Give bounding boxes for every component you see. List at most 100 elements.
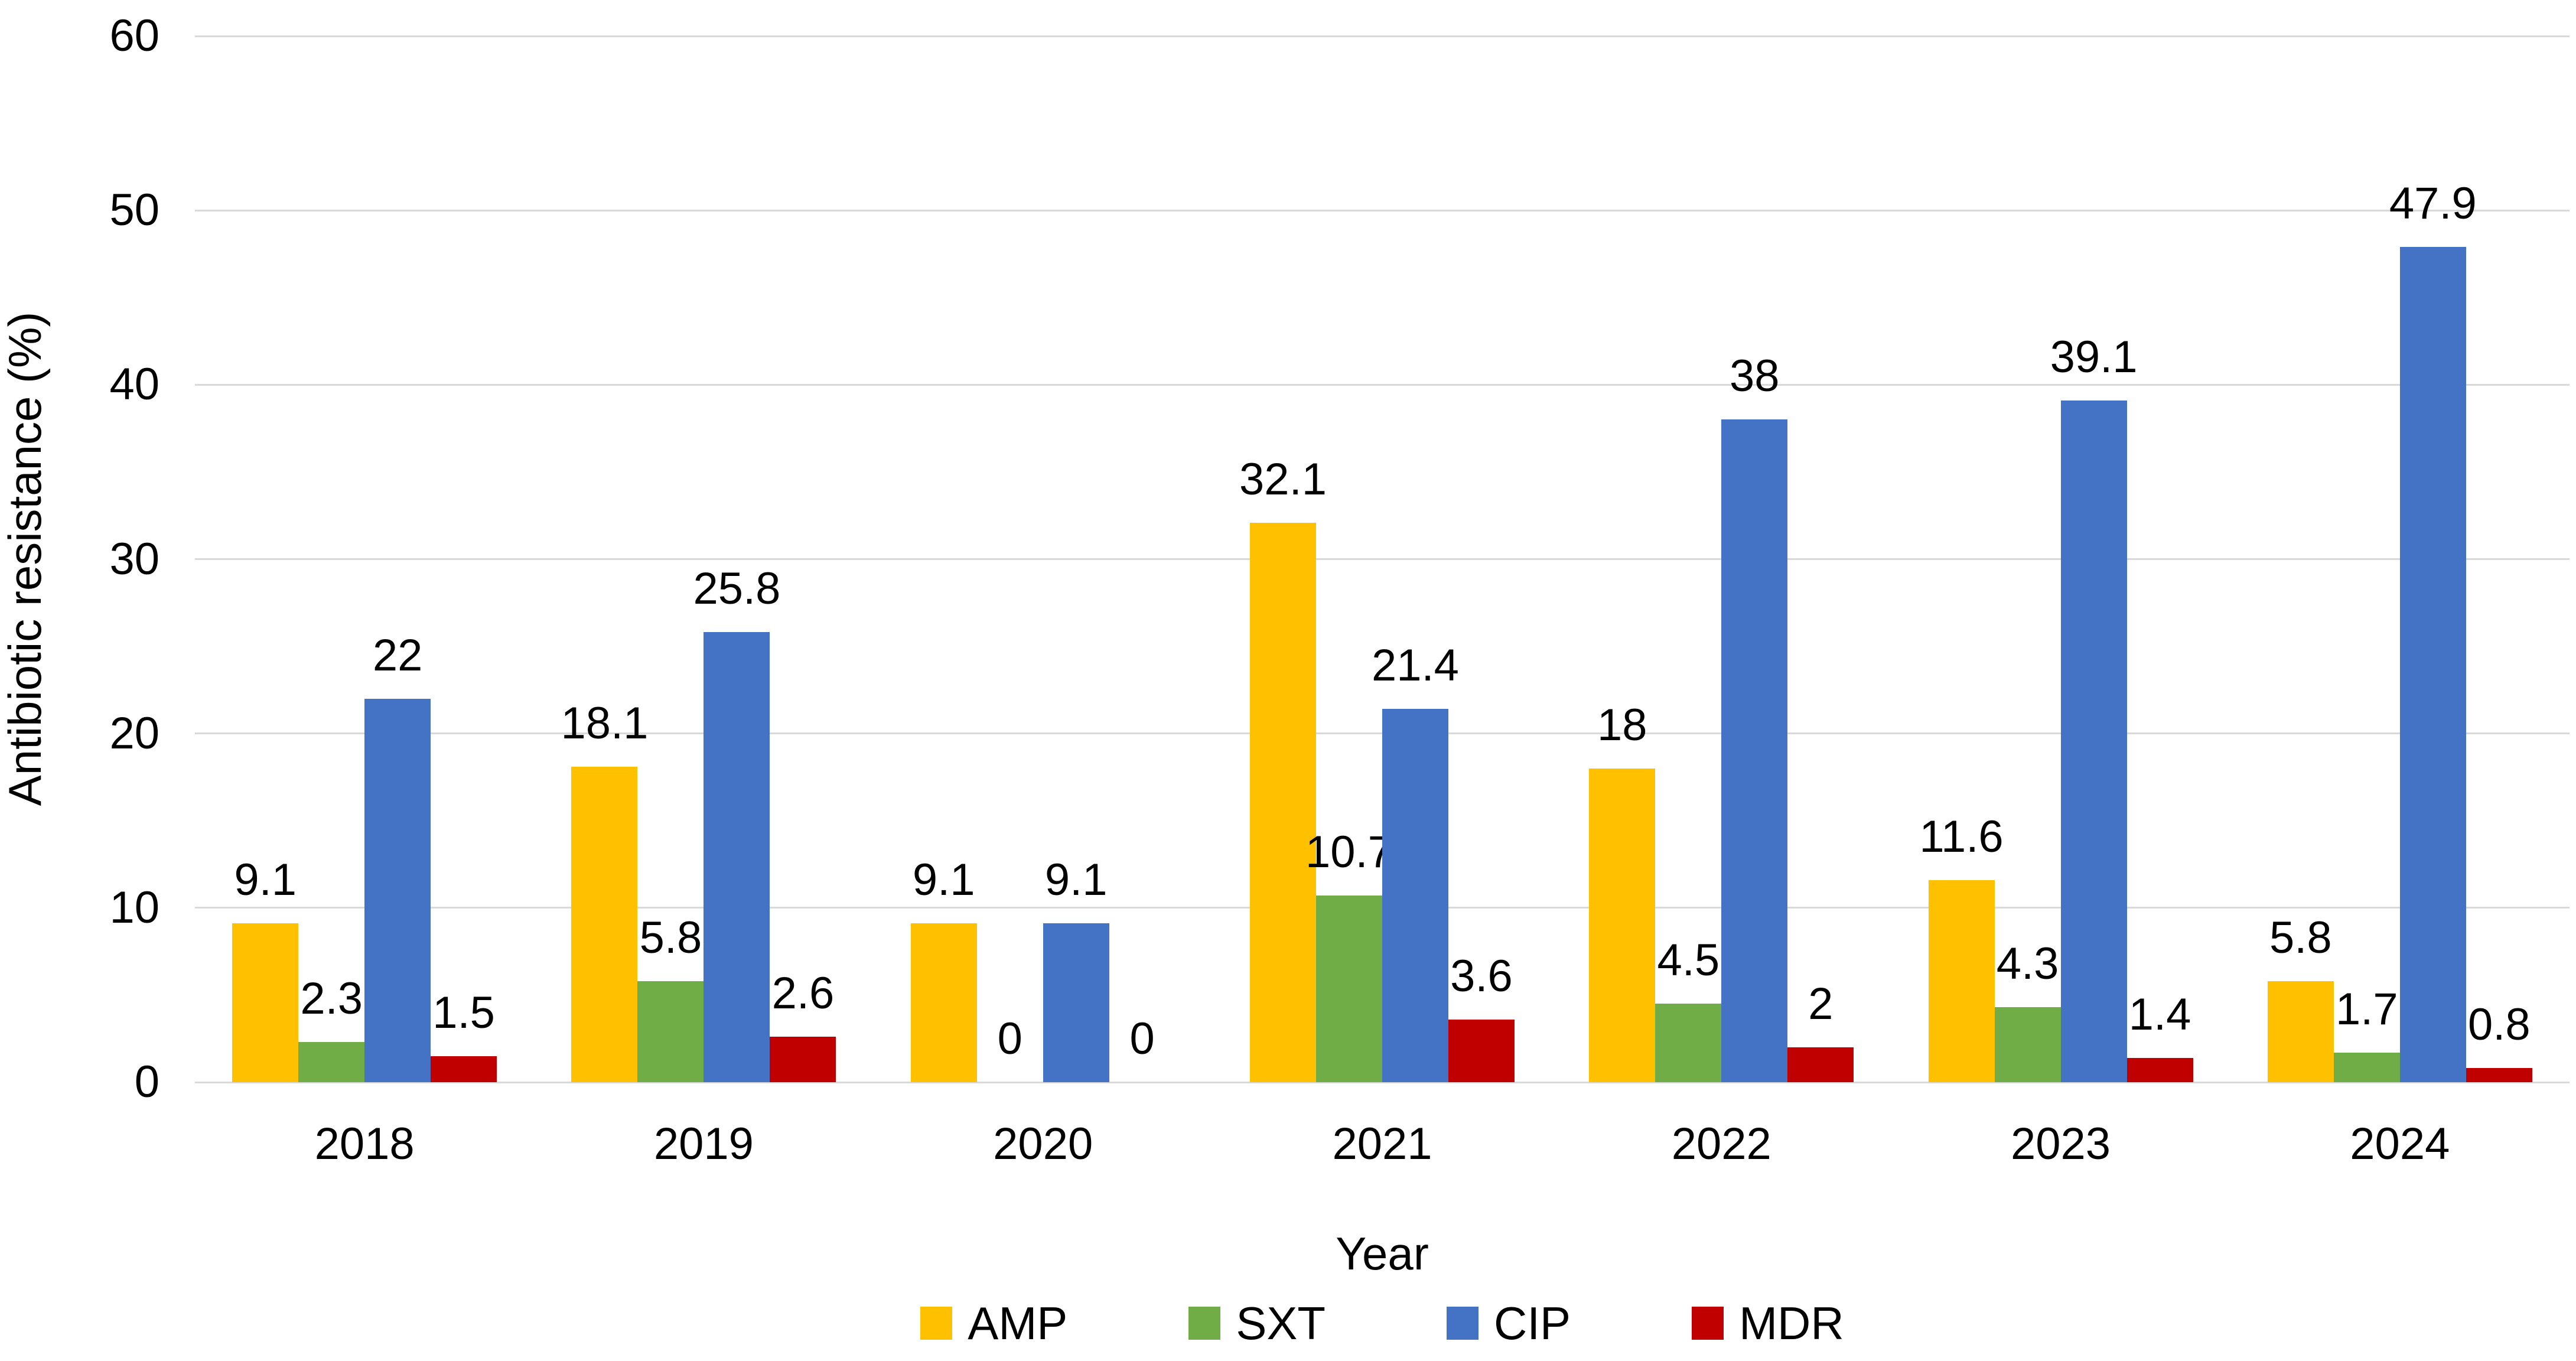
x-axis-tick-labels: 2018 2019 2020 2021 2022 2023 2024 (195, 1122, 2570, 1167)
year-group-2020: 9.1 0 9.1 0 (874, 36, 1213, 1082)
sxt-bar (637, 981, 704, 1082)
gridline-50 (195, 209, 2570, 211)
bar-value-label: 1.4 (2128, 989, 2191, 1040)
bar-value-label: 9.1 (1044, 855, 1108, 906)
mdr-bar-slot: 1.5 (431, 36, 497, 1082)
y-tick-label-40: 40 (109, 359, 159, 410)
x-tick-label-2019: 2019 (653, 1119, 754, 1169)
bar-value-label: 4.5 (1657, 935, 1720, 986)
gridline-30 (195, 558, 2570, 560)
amp-bar (1589, 768, 1656, 1082)
bar-value-label: 5.8 (639, 912, 702, 963)
y-tick-label-0: 0 (134, 1057, 159, 1107)
x-tick-label-2021: 2021 (1332, 1119, 1432, 1169)
cip-bar (1382, 709, 1448, 1082)
sxt-bar (1655, 1004, 1722, 1082)
sxt-bar-slot: 0 (977, 36, 1043, 1082)
cip-bar-slot: 38 (1721, 36, 1788, 1082)
mdr-bar-slot: 1.4 (2126, 36, 2193, 1082)
mdr-bar (770, 1037, 836, 1082)
x-tick-label-2022: 2022 (1671, 1119, 1771, 1169)
bar-value-label: 9.1 (912, 855, 975, 906)
legend-label-cip: CIP (1494, 1297, 1571, 1349)
mdr-bar (431, 1056, 497, 1082)
amp-bar (232, 923, 299, 1082)
bar-value-label: 39.1 (2050, 331, 2138, 382)
gridline-0 (195, 1081, 2570, 1083)
sxt-bar-slot: 5.8 (637, 36, 704, 1082)
cip-bar-slot: 22 (364, 36, 431, 1082)
sxt-bar (1316, 896, 1382, 1082)
amp-bar-slot: 11.6 (1919, 36, 2004, 1082)
legend-swatch-sxt (1188, 1307, 1221, 1340)
legend-item-sxt: SXT (1188, 1300, 1326, 1346)
year-group-2022: 18 4.5 38 2 (1552, 36, 1891, 1082)
mdr-bar-slot: 2.6 (770, 36, 836, 1082)
amp-bar (1928, 880, 1995, 1082)
amp-bar-slot: 9.1 (910, 36, 977, 1082)
mdr-bar-slot: 0 (1109, 36, 1175, 1082)
bar-groups: 9.1 2.3 22 1.5 18.1 5.8 25.8 2.6 9.1 0 9.1 0 32.1 10.… (195, 36, 2570, 1082)
mdr-bar (1787, 1047, 1854, 1082)
x-tick-label-2024: 2024 (2350, 1119, 2450, 1169)
amp-bar (1250, 522, 1316, 1082)
cip-bar-slot: 9.1 (1043, 36, 1109, 1082)
bar-value-label: 1.7 (2336, 984, 2398, 1034)
plot-area: 9.1 2.3 22 1.5 18.1 5.8 25.8 2.6 9.1 0 9.1 0 32.1 10.… (195, 35, 2570, 1083)
legend: AMP SXT CIP MDR (195, 1298, 2570, 1348)
amp-bar-slot: 9.1 (232, 36, 299, 1082)
bar-value-label: 10.7 (1305, 827, 1393, 878)
sxt-bar-slot: 4.3 (1994, 36, 2061, 1082)
year-group-2024: 5.8 1.7 47.9 0.8 (2230, 36, 2570, 1082)
legend-swatch-amp (920, 1307, 953, 1340)
cip-bar (1721, 419, 1788, 1082)
y-tick-label-60: 60 (109, 11, 159, 61)
bar-value-label: 2.3 (300, 973, 363, 1024)
sxt-bar-slot: 4.5 (1655, 36, 1722, 1082)
amp-bar (571, 766, 638, 1082)
amp-bar-slot: 5.8 (2267, 36, 2334, 1082)
legend-item-amp: AMP (920, 1300, 1067, 1346)
bar-value-label: 22 (372, 630, 423, 680)
cip-bar-slot: 25.8 (693, 36, 780, 1082)
mdr-bar (1448, 1019, 1515, 1082)
legend-item-cip: CIP (1447, 1300, 1571, 1346)
x-tick-label-2018: 2018 (314, 1119, 415, 1169)
cip-bar (1043, 923, 1109, 1082)
x-tick-label-2020: 2020 (993, 1119, 1093, 1169)
cip-bar-slot: 39.1 (2050, 36, 2137, 1082)
cip-bar-slot: 21.4 (1372, 36, 1459, 1082)
bar-value-label: 2.6 (771, 968, 835, 1019)
bar-value-label: 18 (1597, 699, 1647, 750)
bar-value-label: 1.5 (432, 987, 495, 1038)
mdr-bar-slot: 3.6 (1448, 36, 1515, 1082)
bar-value-label: 0.8 (2467, 999, 2531, 1050)
legend-label-amp: AMP (968, 1297, 1068, 1349)
y-tick-label-30: 30 (109, 533, 159, 584)
bar-value-label: 4.3 (1996, 939, 2059, 989)
legend-label-sxt: SXT (1236, 1297, 1326, 1349)
amp-bar-slot: 32.1 (1239, 36, 1327, 1082)
cip-bar (364, 698, 431, 1082)
legend-label-mdr: MDR (1739, 1297, 1844, 1349)
sxt-bar-slot: 10.7 (1305, 36, 1393, 1082)
mdr-bar (2126, 1057, 2193, 1082)
sxt-bar (298, 1042, 365, 1082)
y-tick-label-10: 10 (109, 882, 159, 933)
bar-value-label: 9.1 (234, 855, 297, 906)
bar-value-label: 2 (1808, 978, 1834, 1029)
cip-bar (704, 632, 770, 1082)
year-group-2021: 32.1 10.7 21.4 3.6 (1213, 36, 1552, 1082)
bar-value-label: 21.4 (1372, 640, 1459, 691)
y-tick-label-20: 20 (109, 708, 159, 758)
legend-swatch-mdr (1692, 1307, 1724, 1340)
sxt-bar (2333, 1052, 2400, 1082)
y-tick-label-50: 50 (109, 185, 159, 236)
year-group-2018: 9.1 2.3 22 1.5 (195, 36, 534, 1082)
bar-value-label: 32.1 (1239, 454, 1327, 504)
bar-value-label: 3.6 (1450, 950, 1513, 1001)
sxt-bar (1994, 1007, 2061, 1082)
bar-value-label: 0 (997, 1014, 1022, 1064)
year-group-2019: 18.1 5.8 25.8 2.6 (534, 36, 873, 1082)
bar-value-label: 5.8 (2269, 912, 2332, 963)
